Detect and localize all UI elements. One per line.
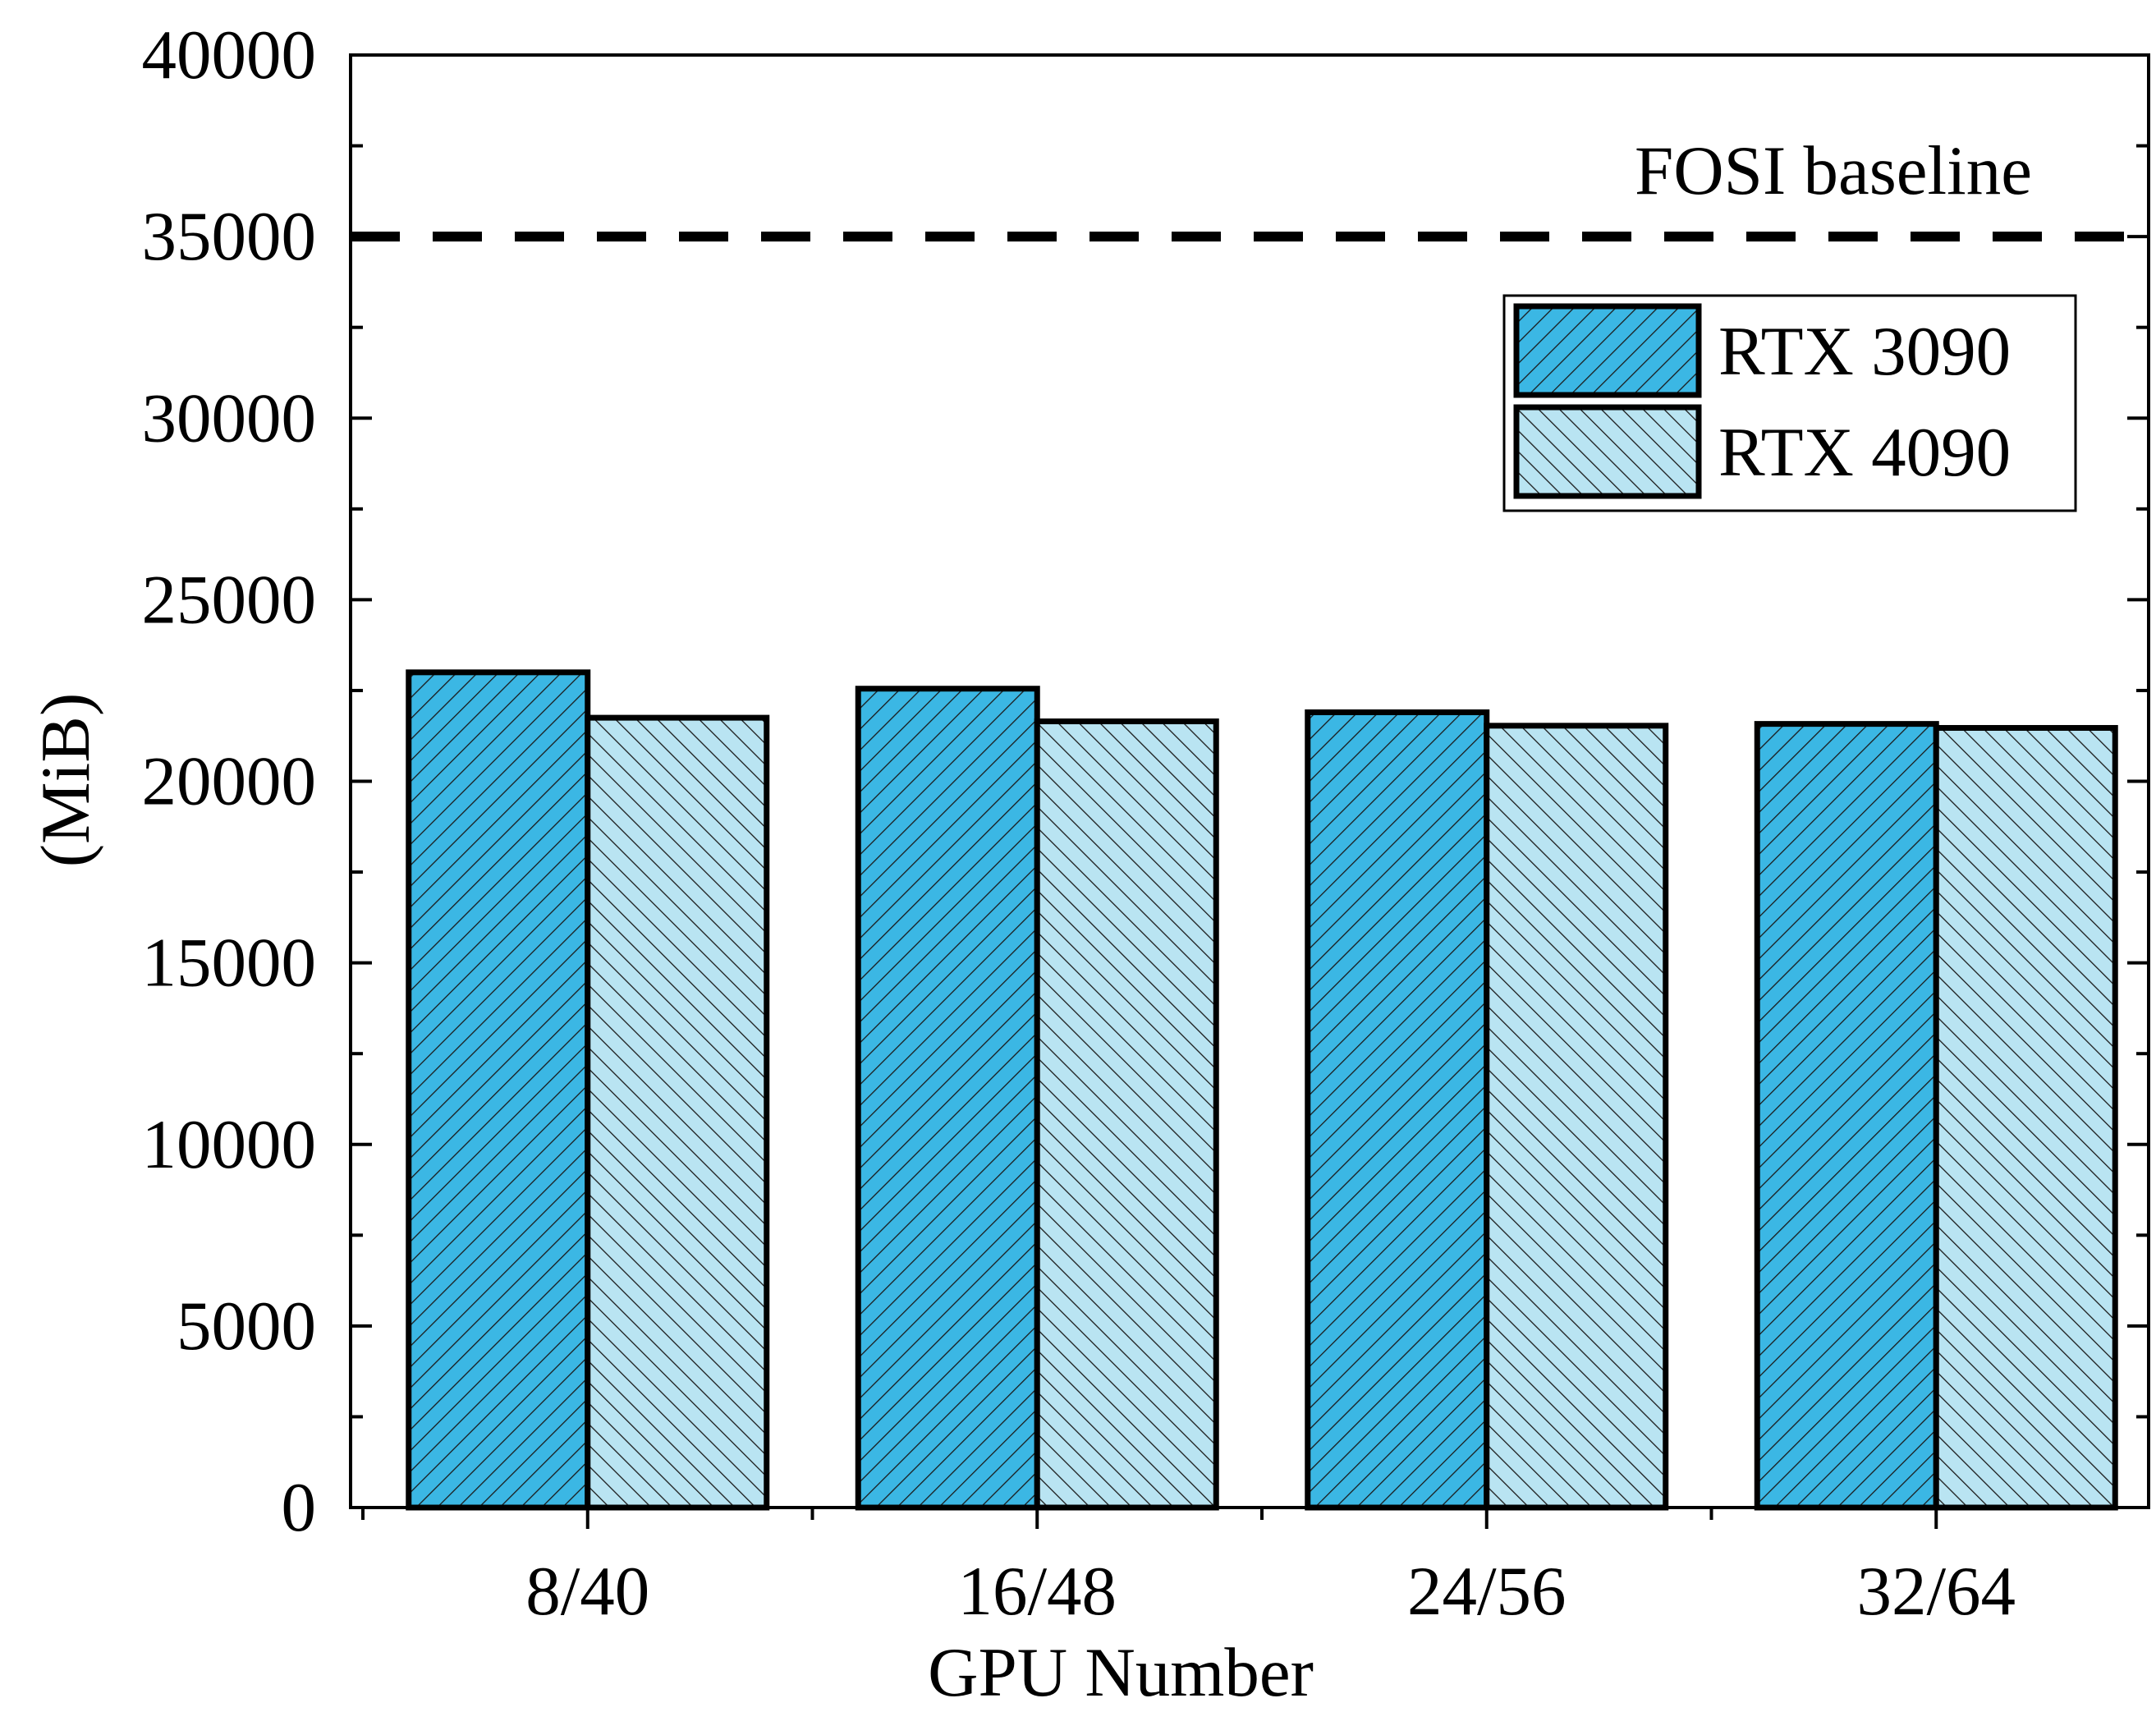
y-tick-label: 0 bbox=[282, 1469, 317, 1546]
y-tick-label: 35000 bbox=[142, 198, 317, 275]
axes-group: 0 5000 10000 15000 20000 25000 30000 35000 40000… bbox=[142, 16, 2150, 1630]
y-tick-label: 20000 bbox=[142, 743, 317, 820]
legend-label-1: RTX 3090 bbox=[1718, 313, 2011, 390]
legend: RTX 3090 RTX 4090 bbox=[1502, 294, 2077, 512]
legend-swatch-hatch-1 bbox=[1513, 303, 1702, 398]
bar-hatch-1-1 bbox=[406, 669, 591, 1511]
bar-hatch-1-3 bbox=[1305, 709, 1490, 1511]
y-tick-label: 25000 bbox=[142, 561, 317, 638]
x-axis-title: GPU Number bbox=[928, 1634, 1314, 1711]
bar-hatch-2-4 bbox=[1933, 724, 2118, 1511]
bar-hatch-2-2 bbox=[1034, 718, 1219, 1511]
y-tick-label: 5000 bbox=[177, 1287, 316, 1365]
bar-hatch-2-3 bbox=[1484, 723, 1669, 1511]
y-tick-label: 15000 bbox=[142, 925, 317, 1002]
x-tick-label: 24/56 bbox=[1407, 1553, 1567, 1630]
y-tick-label: 30000 bbox=[142, 379, 317, 457]
bar-hatch-1-4 bbox=[1754, 721, 1939, 1511]
x-tick-label: 8/40 bbox=[525, 1553, 649, 1630]
y-tick-label: 40000 bbox=[142, 16, 317, 94]
x-tick-label: 16/48 bbox=[957, 1553, 1117, 1630]
baseline-label: FOSI baseline bbox=[1635, 132, 2032, 209]
bar-hatch-2-1 bbox=[585, 714, 770, 1511]
y-axis-title: (MiB) bbox=[27, 693, 104, 868]
legend-swatch-hatch-2 bbox=[1513, 404, 1702, 499]
x-tick-label: 32/64 bbox=[1856, 1553, 2016, 1630]
y-tick-label: 10000 bbox=[142, 1106, 317, 1183]
bars-group bbox=[406, 669, 2118, 1511]
reference-line-group: FOSI baseline bbox=[351, 132, 2149, 242]
legend-label-2: RTX 4090 bbox=[1718, 414, 2011, 491]
bar-hatch-1-2 bbox=[855, 686, 1040, 1511]
